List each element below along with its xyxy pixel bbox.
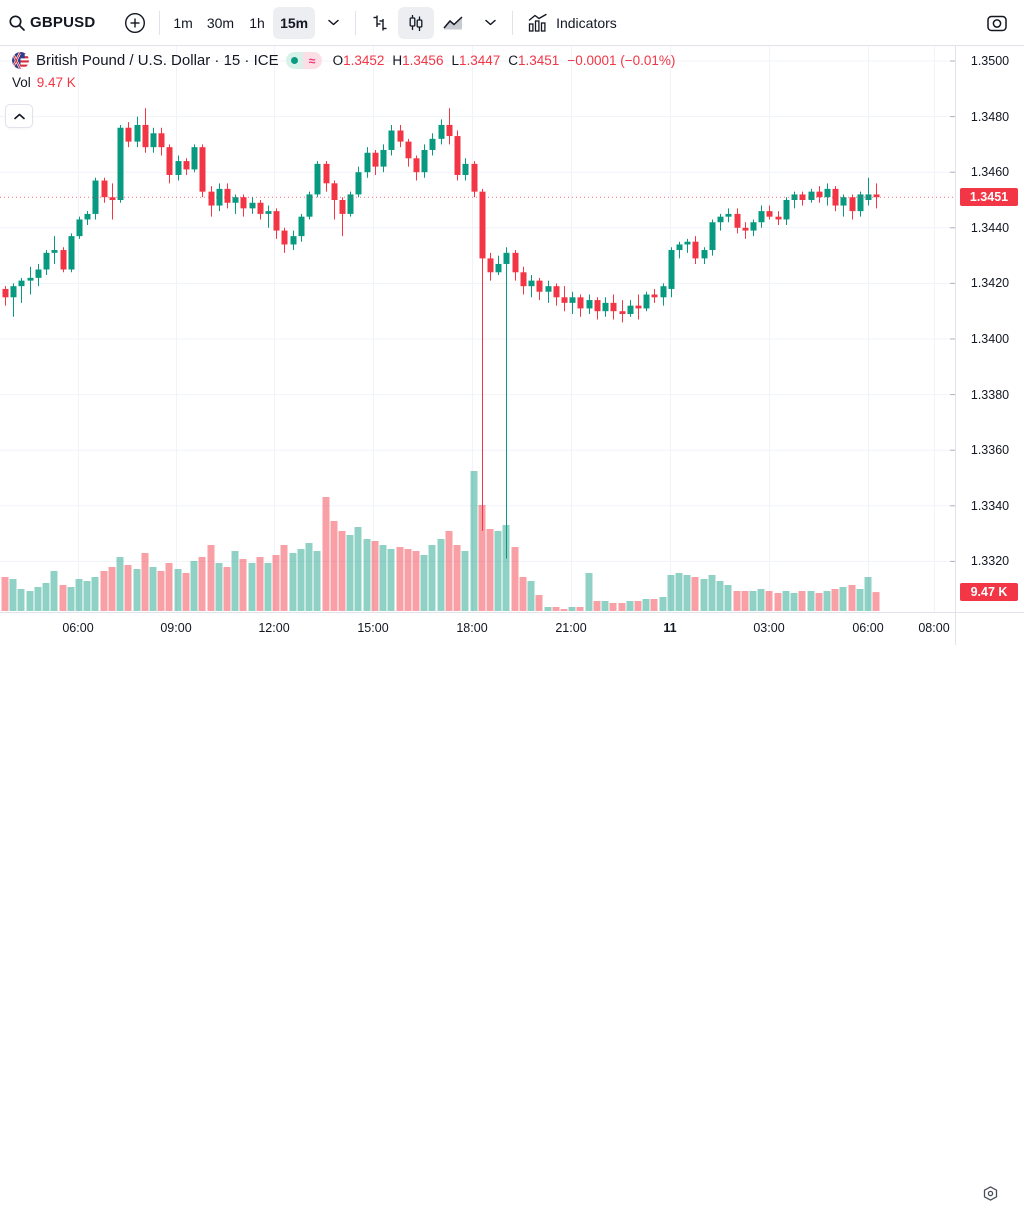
top-toolbar: GBPUSD 1m 30m 1h 15m (0, 0, 1024, 46)
candlestick-chart[interactable] (0, 46, 955, 645)
interval-group: 1m 30m 1h 15m (166, 7, 349, 39)
axes-corner (955, 612, 1024, 645)
candlestick-chart-icon (405, 12, 427, 34)
indicators-label: Indicators (556, 15, 617, 31)
camera-icon (985, 11, 1009, 35)
chart-settings-icon[interactable] (982, 1185, 999, 1207)
chart-legend: British Pound / U.S. Dollar · 15 · ICE ≈… (12, 52, 675, 90)
indicators-button[interactable]: Indicators (519, 7, 624, 39)
time-tick-label: 06:00 (852, 621, 883, 635)
last-price-badge: 1.3451 (960, 188, 1018, 206)
time-axis[interactable]: 06:00 09:00 12:00 15:00 18:00 21:00 11 03:00 06:… (0, 612, 955, 645)
time-tick-label: 06:00 (62, 621, 93, 635)
high-value: 1.3456 (402, 53, 443, 68)
time-tick-label: 15:00 (357, 621, 388, 635)
legend-collapse-button[interactable] (5, 104, 33, 128)
symbol-label: GBPUSD (26, 7, 103, 39)
price-tick-label: 1.3400 (956, 332, 1024, 346)
time-tick-label: 18:00 (456, 621, 487, 635)
interval-1m[interactable]: 1m (166, 7, 199, 39)
toolbar-separator (355, 11, 356, 35)
price-tick-label: 1.3360 (956, 443, 1024, 457)
market-open-dot-icon (291, 57, 298, 64)
candles-style-button[interactable] (398, 7, 434, 39)
time-tick-label: 03:00 (753, 621, 784, 635)
chevron-down-icon (328, 19, 339, 26)
bars-chart-icon (369, 12, 391, 34)
price-tick-label: 1.3480 (956, 110, 1024, 124)
gbpusd-flag-icon (12, 52, 29, 69)
price-tick-label: 1.3500 (956, 54, 1024, 68)
volume-label: Vol (12, 75, 31, 90)
price-axis[interactable]: 1.3500 1.3480 1.3460 1.3440 1.3420 1.3400 1.33… (955, 46, 1024, 612)
interval-menu-button[interactable] (317, 7, 349, 39)
price-tick-label: 1.3340 (956, 499, 1024, 513)
price-tick-label: 1.3460 (956, 165, 1024, 179)
price-tick-label: 1.3380 (956, 388, 1024, 402)
high-label: H (392, 53, 402, 68)
symbol-search[interactable]: GBPUSD (8, 7, 103, 39)
compare-add-button[interactable] (117, 7, 153, 39)
interval-1h[interactable]: 1h (241, 7, 273, 39)
chevron-up-icon (14, 113, 25, 120)
low-label: L (451, 53, 459, 68)
style-menu-button[interactable] (474, 7, 506, 39)
toolbar-separator (512, 11, 513, 35)
chevron-down-icon (485, 19, 496, 26)
time-tick-label: 08:00 (918, 621, 949, 635)
interval-15m[interactable]: 15m (273, 7, 315, 39)
volume-badge: 9.47 K (960, 583, 1018, 601)
close-value: 1.3451 (518, 53, 559, 68)
change-value: −0.0001 (−0.01%) (567, 53, 675, 68)
close-label: C (508, 53, 518, 68)
open-label: O (333, 53, 344, 68)
area-style-button[interactable] (434, 7, 472, 39)
search-icon (8, 14, 26, 32)
volume-value: 9.47 K (37, 75, 76, 90)
time-tick-label: 21:00 (555, 621, 586, 635)
ohlc-readout: O1.3452 H1.3456 L1.3447 C1.3451 −0.0001 … (333, 53, 676, 68)
toolbar-separator (159, 11, 160, 35)
low-value: 1.3447 (459, 53, 500, 68)
plus-circle-icon (124, 12, 146, 34)
price-tick-label: 1.3440 (956, 221, 1024, 235)
price-tick-label: 1.3420 (956, 276, 1024, 290)
interval-30m[interactable]: 30m (200, 7, 241, 39)
bars-style-button[interactable] (362, 7, 398, 39)
chart-area[interactable]: British Pound / U.S. Dollar · 15 · ICE ≈… (0, 46, 1024, 645)
area-chart-icon (441, 12, 465, 34)
symbol-title[interactable]: British Pound / U.S. Dollar · 15 · ICE (36, 52, 279, 69)
market-status-pill[interactable]: ≈ (286, 52, 322, 69)
screenshot-button[interactable] (978, 7, 1016, 39)
indicators-icon (526, 12, 550, 34)
time-tick-label: 09:00 (160, 621, 191, 635)
open-value: 1.3452 (343, 53, 384, 68)
time-tick-label: 11 (663, 621, 676, 635)
time-tick-label: 12:00 (258, 621, 289, 635)
price-tick-label: 1.3320 (956, 554, 1024, 568)
delayed-data-icon: ≈ (303, 52, 322, 69)
